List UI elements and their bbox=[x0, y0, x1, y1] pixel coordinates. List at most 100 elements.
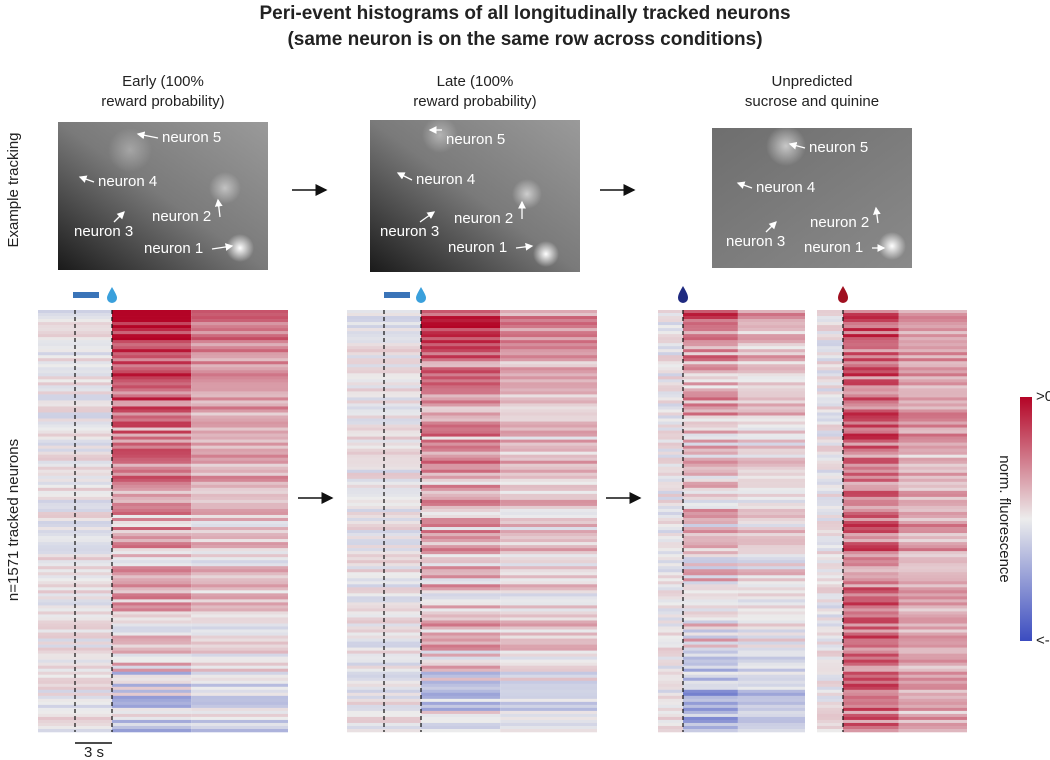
heatmap-row bbox=[112, 316, 192, 320]
heatmap-row bbox=[421, 376, 501, 380]
heatmap-row bbox=[737, 722, 805, 727]
heatmap-row bbox=[683, 502, 738, 507]
heatmap-row bbox=[737, 719, 805, 724]
heatmap-row bbox=[421, 647, 501, 651]
heatmap-row bbox=[898, 379, 967, 383]
heatmap-row bbox=[817, 578, 843, 582]
heatmap-row bbox=[843, 388, 899, 392]
heatmap-row bbox=[421, 692, 501, 697]
heatmap-row bbox=[817, 469, 843, 474]
heatmap-row bbox=[817, 316, 843, 320]
heatmap-row bbox=[500, 530, 597, 534]
heatmap-row bbox=[658, 536, 683, 540]
heatmap-row bbox=[347, 725, 421, 730]
heatmap-row bbox=[843, 647, 899, 651]
heatmap-row bbox=[421, 457, 501, 462]
heatmap-row bbox=[347, 517, 421, 522]
heatmap-row bbox=[817, 379, 843, 383]
heatmap-row bbox=[347, 581, 421, 585]
heatmap-row bbox=[843, 710, 899, 715]
heatmap-row bbox=[898, 445, 967, 449]
heatmap-row bbox=[191, 490, 288, 495]
heatmap-row bbox=[737, 647, 805, 651]
heatmap-row bbox=[737, 659, 805, 663]
heatmap-row bbox=[898, 617, 967, 621]
heatmap-row bbox=[817, 542, 843, 546]
heatmap-row bbox=[817, 328, 843, 332]
heatmap-row bbox=[843, 412, 899, 416]
heatmap-row bbox=[898, 707, 967, 712]
heatmap-row bbox=[898, 493, 967, 498]
heatmap-row bbox=[500, 313, 597, 317]
heatmap-row bbox=[683, 328, 738, 332]
heatmap-row bbox=[898, 641, 967, 645]
heatmap-row bbox=[683, 530, 738, 534]
heatmap bbox=[38, 310, 288, 733]
heatmap-row bbox=[737, 445, 805, 449]
heatmap-row bbox=[683, 590, 738, 594]
heatmap-row bbox=[898, 536, 967, 540]
heatmap-row bbox=[38, 713, 112, 718]
heatmap-row bbox=[843, 725, 899, 730]
heatmap-row bbox=[421, 629, 501, 633]
heatmap-row bbox=[191, 400, 288, 404]
heatmap-row bbox=[421, 388, 501, 392]
heatmap-row bbox=[898, 533, 967, 537]
heatmap-row bbox=[191, 623, 288, 627]
heatmap-row bbox=[112, 632, 192, 636]
heatmap-row bbox=[737, 448, 805, 452]
heatmap-row bbox=[817, 499, 843, 504]
heatmap-row bbox=[112, 668, 192, 673]
heatmap-row bbox=[658, 650, 683, 654]
heatmap-row bbox=[817, 448, 843, 452]
heatmap-row bbox=[658, 620, 683, 624]
heatmap-row bbox=[737, 590, 805, 594]
heatmap-row bbox=[421, 445, 501, 449]
heatmap-row bbox=[817, 355, 843, 359]
heatmap-row bbox=[421, 418, 501, 422]
heatmap-row bbox=[683, 713, 738, 718]
heatmap-row bbox=[817, 665, 843, 669]
heatmap-row bbox=[737, 728, 805, 733]
heatmap-row bbox=[843, 554, 899, 558]
heatmap-row bbox=[500, 536, 597, 540]
heatmap-row bbox=[500, 451, 597, 455]
heatmap-row bbox=[737, 575, 805, 579]
heatmap-row bbox=[843, 530, 899, 534]
heatmap-row bbox=[500, 364, 597, 368]
heatmap-row bbox=[191, 698, 288, 703]
heatmap-row bbox=[112, 578, 192, 582]
heatmap-row bbox=[38, 641, 112, 645]
heatmap-row bbox=[898, 530, 967, 534]
heatmap-row bbox=[500, 409, 597, 413]
heatmap-row bbox=[421, 334, 501, 338]
heatmap-row bbox=[500, 623, 597, 627]
heatmap-row bbox=[817, 635, 843, 639]
heatmap-row bbox=[500, 310, 597, 314]
heatmap-row bbox=[683, 412, 738, 416]
heatmap-row bbox=[843, 557, 899, 561]
heatmap-row bbox=[898, 397, 967, 401]
heatmap-row bbox=[421, 364, 501, 368]
heatmap-row bbox=[817, 620, 843, 624]
heatmap-row bbox=[112, 587, 192, 591]
heatmap-row bbox=[898, 722, 967, 727]
heatmap-row bbox=[737, 653, 805, 657]
heatmap-row bbox=[500, 370, 597, 374]
heatmap-row bbox=[421, 436, 501, 440]
heatmap-row bbox=[38, 418, 112, 422]
heatmap-row bbox=[683, 397, 738, 401]
heatmap-row bbox=[38, 403, 112, 407]
heatmap-row bbox=[421, 590, 501, 594]
heatmap-row bbox=[112, 611, 192, 615]
heatmap-row bbox=[38, 343, 112, 347]
heatmap-row bbox=[112, 451, 192, 455]
neuron-label: neuron 1 bbox=[144, 240, 203, 257]
heatmap-row bbox=[843, 340, 899, 344]
heatmap-row bbox=[112, 379, 192, 383]
heatmap-row bbox=[112, 376, 192, 380]
heatmap-row bbox=[817, 689, 843, 694]
heatmap-row bbox=[38, 545, 112, 549]
heatmap-row bbox=[421, 463, 501, 468]
heatmap-row bbox=[421, 665, 501, 669]
